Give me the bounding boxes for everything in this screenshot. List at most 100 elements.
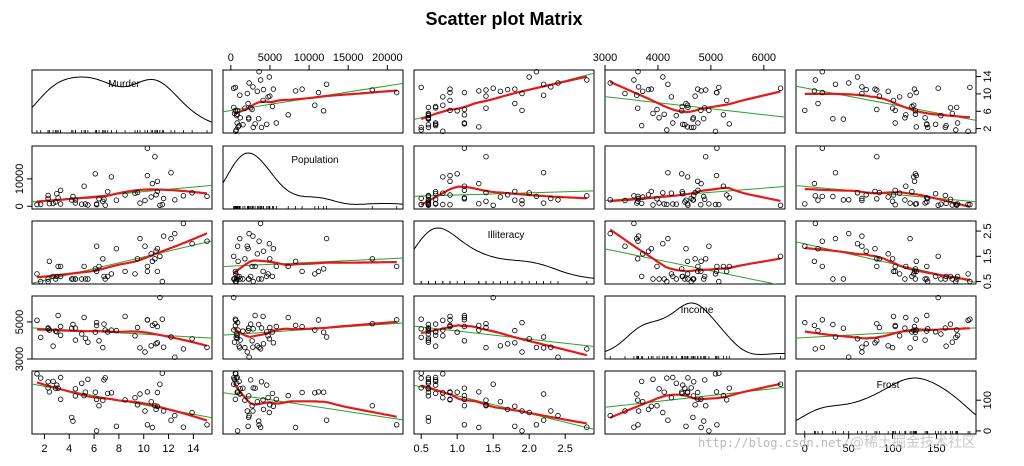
data-point	[504, 192, 511, 198]
data-point	[902, 276, 908, 282]
data-point	[81, 392, 87, 399]
data-point	[440, 190, 446, 196]
data-point	[942, 325, 948, 331]
data-point	[648, 403, 654, 409]
data-point	[892, 323, 898, 330]
data-point	[815, 245, 821, 252]
data-point	[425, 414, 432, 421]
data-point	[859, 84, 865, 90]
data-point	[664, 278, 670, 285]
data-point	[57, 187, 64, 193]
data-point	[418, 124, 424, 131]
data-point	[872, 245, 878, 252]
data-point	[690, 197, 696, 203]
data-point	[312, 271, 318, 277]
data-point	[454, 329, 460, 335]
data-point	[777, 202, 784, 208]
data-point	[911, 268, 918, 275]
data-point	[819, 344, 825, 351]
data-point	[840, 197, 847, 203]
data-point	[702, 196, 708, 202]
y-tick-label-murder: 10	[982, 88, 994, 100]
data-point	[555, 412, 561, 419]
data-point	[635, 68, 641, 75]
data-point	[461, 338, 468, 344]
data-point	[830, 115, 836, 122]
data-point	[819, 68, 825, 75]
data-point	[454, 108, 460, 114]
data-point	[93, 319, 100, 326]
data-point	[54, 273, 60, 280]
data-point	[924, 121, 930, 128]
data-point	[266, 409, 273, 416]
data-point	[454, 171, 460, 177]
data-point	[965, 128, 971, 134]
data-point	[673, 201, 679, 207]
data-point	[912, 335, 919, 341]
data-point	[903, 183, 909, 189]
data-point	[656, 276, 662, 282]
data-point	[953, 127, 959, 133]
data-point	[461, 196, 468, 202]
x-tick-label-illiteracy: 2.5	[558, 443, 573, 455]
data-point	[168, 417, 174, 423]
data-point	[425, 200, 432, 206]
data-point	[684, 102, 691, 108]
outer-axes: 2 4 6 8 10 12 14 0.5 1.0 1.5 2.0 2.5 0 50 100 1500 5000 1…	[14, 52, 994, 455]
data-point	[483, 321, 489, 327]
data-point	[832, 81, 839, 87]
data-point	[425, 331, 432, 337]
x-tick-label-population: 5000	[258, 52, 282, 64]
data-point	[685, 104, 691, 111]
data-point	[418, 316, 424, 322]
data-point	[483, 397, 489, 403]
data-point	[144, 263, 151, 270]
panel-frost-vs-murder	[31, 370, 213, 435]
data-point	[160, 408, 167, 414]
data-point	[254, 251, 260, 257]
data-point	[233, 380, 240, 386]
data-point	[476, 88, 482, 94]
data-point	[204, 193, 210, 200]
data-point	[394, 263, 400, 270]
data-point	[954, 273, 961, 280]
data-point	[726, 195, 732, 201]
data-point	[812, 220, 818, 227]
data-point	[688, 385, 694, 391]
data-point	[648, 245, 654, 252]
data-point	[713, 268, 720, 275]
data-point	[85, 376, 91, 382]
data-point	[555, 80, 561, 86]
panel-frame	[413, 295, 595, 360]
y-tick-label-murder: 6	[982, 108, 994, 114]
loess-smoother	[232, 382, 397, 418]
data-point	[38, 375, 44, 381]
data-point	[72, 386, 79, 392]
data-point	[526, 336, 532, 342]
y-tick-label-income: 5000	[14, 310, 26, 334]
data-point	[902, 325, 908, 331]
data-point	[679, 108, 685, 114]
data-point	[447, 89, 453, 96]
panel-frost-vs-population	[222, 370, 404, 435]
data-point	[267, 93, 273, 99]
data-point	[252, 385, 258, 391]
data-point	[912, 108, 919, 114]
data-point	[889, 198, 896, 204]
data-point	[932, 121, 939, 127]
y-tick-label-frost: 0	[982, 428, 994, 434]
data-point	[154, 188, 161, 195]
data-point	[668, 190, 675, 196]
panel-income-vs-income: Income	[604, 295, 786, 360]
data-point	[874, 106, 880, 113]
data-point	[432, 377, 439, 383]
data-point	[724, 97, 730, 104]
y-tick-label-illiteracy: 1.5	[982, 249, 994, 264]
data-point	[245, 393, 252, 399]
data-point	[240, 385, 246, 391]
data-point	[260, 341, 267, 347]
data-point	[102, 276, 108, 282]
data-point	[815, 327, 821, 334]
data-point	[292, 88, 299, 94]
data-point	[252, 312, 258, 319]
